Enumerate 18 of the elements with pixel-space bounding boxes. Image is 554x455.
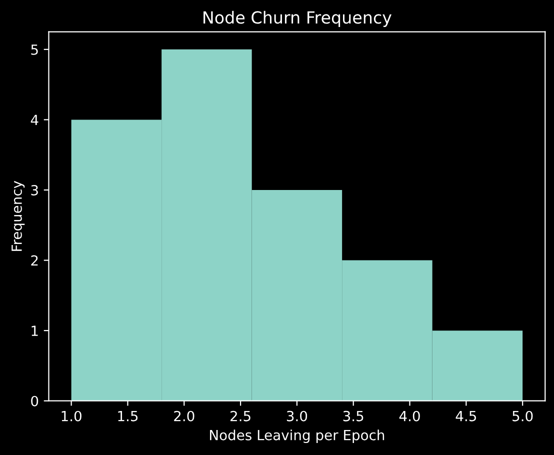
y-tick-label: 0 — [31, 396, 38, 406]
x-tick-label: 4.5 — [456, 411, 476, 422]
x-axis-title: Nodes Leaving per Epoch — [210, 430, 384, 444]
x-tick-label: 4.0 — [399, 410, 420, 422]
y-tick-label: 4 — [30, 114, 38, 125]
chart-title: Node Churn Frequency — [204, 10, 392, 27]
x-tick-label: 1.5 — [118, 411, 138, 422]
x-tick-label: 3.0 — [286, 410, 308, 422]
y-tick-label: 3 — [31, 184, 38, 196]
x-tick-label: 5.0 — [512, 410, 533, 422]
y-tick-label: 5 — [31, 44, 38, 55]
x-tick-label: 2.5 — [230, 410, 250, 422]
x-tick-label: 1.0 — [62, 410, 82, 422]
x-tick-label: 2.0 — [174, 410, 194, 422]
y-tick-label: 1 — [32, 326, 38, 336]
x-tick-label: 3.5 — [343, 410, 364, 422]
y-axis-title: Frequency — [12, 180, 25, 251]
y-tick-label: 2 — [31, 255, 38, 266]
